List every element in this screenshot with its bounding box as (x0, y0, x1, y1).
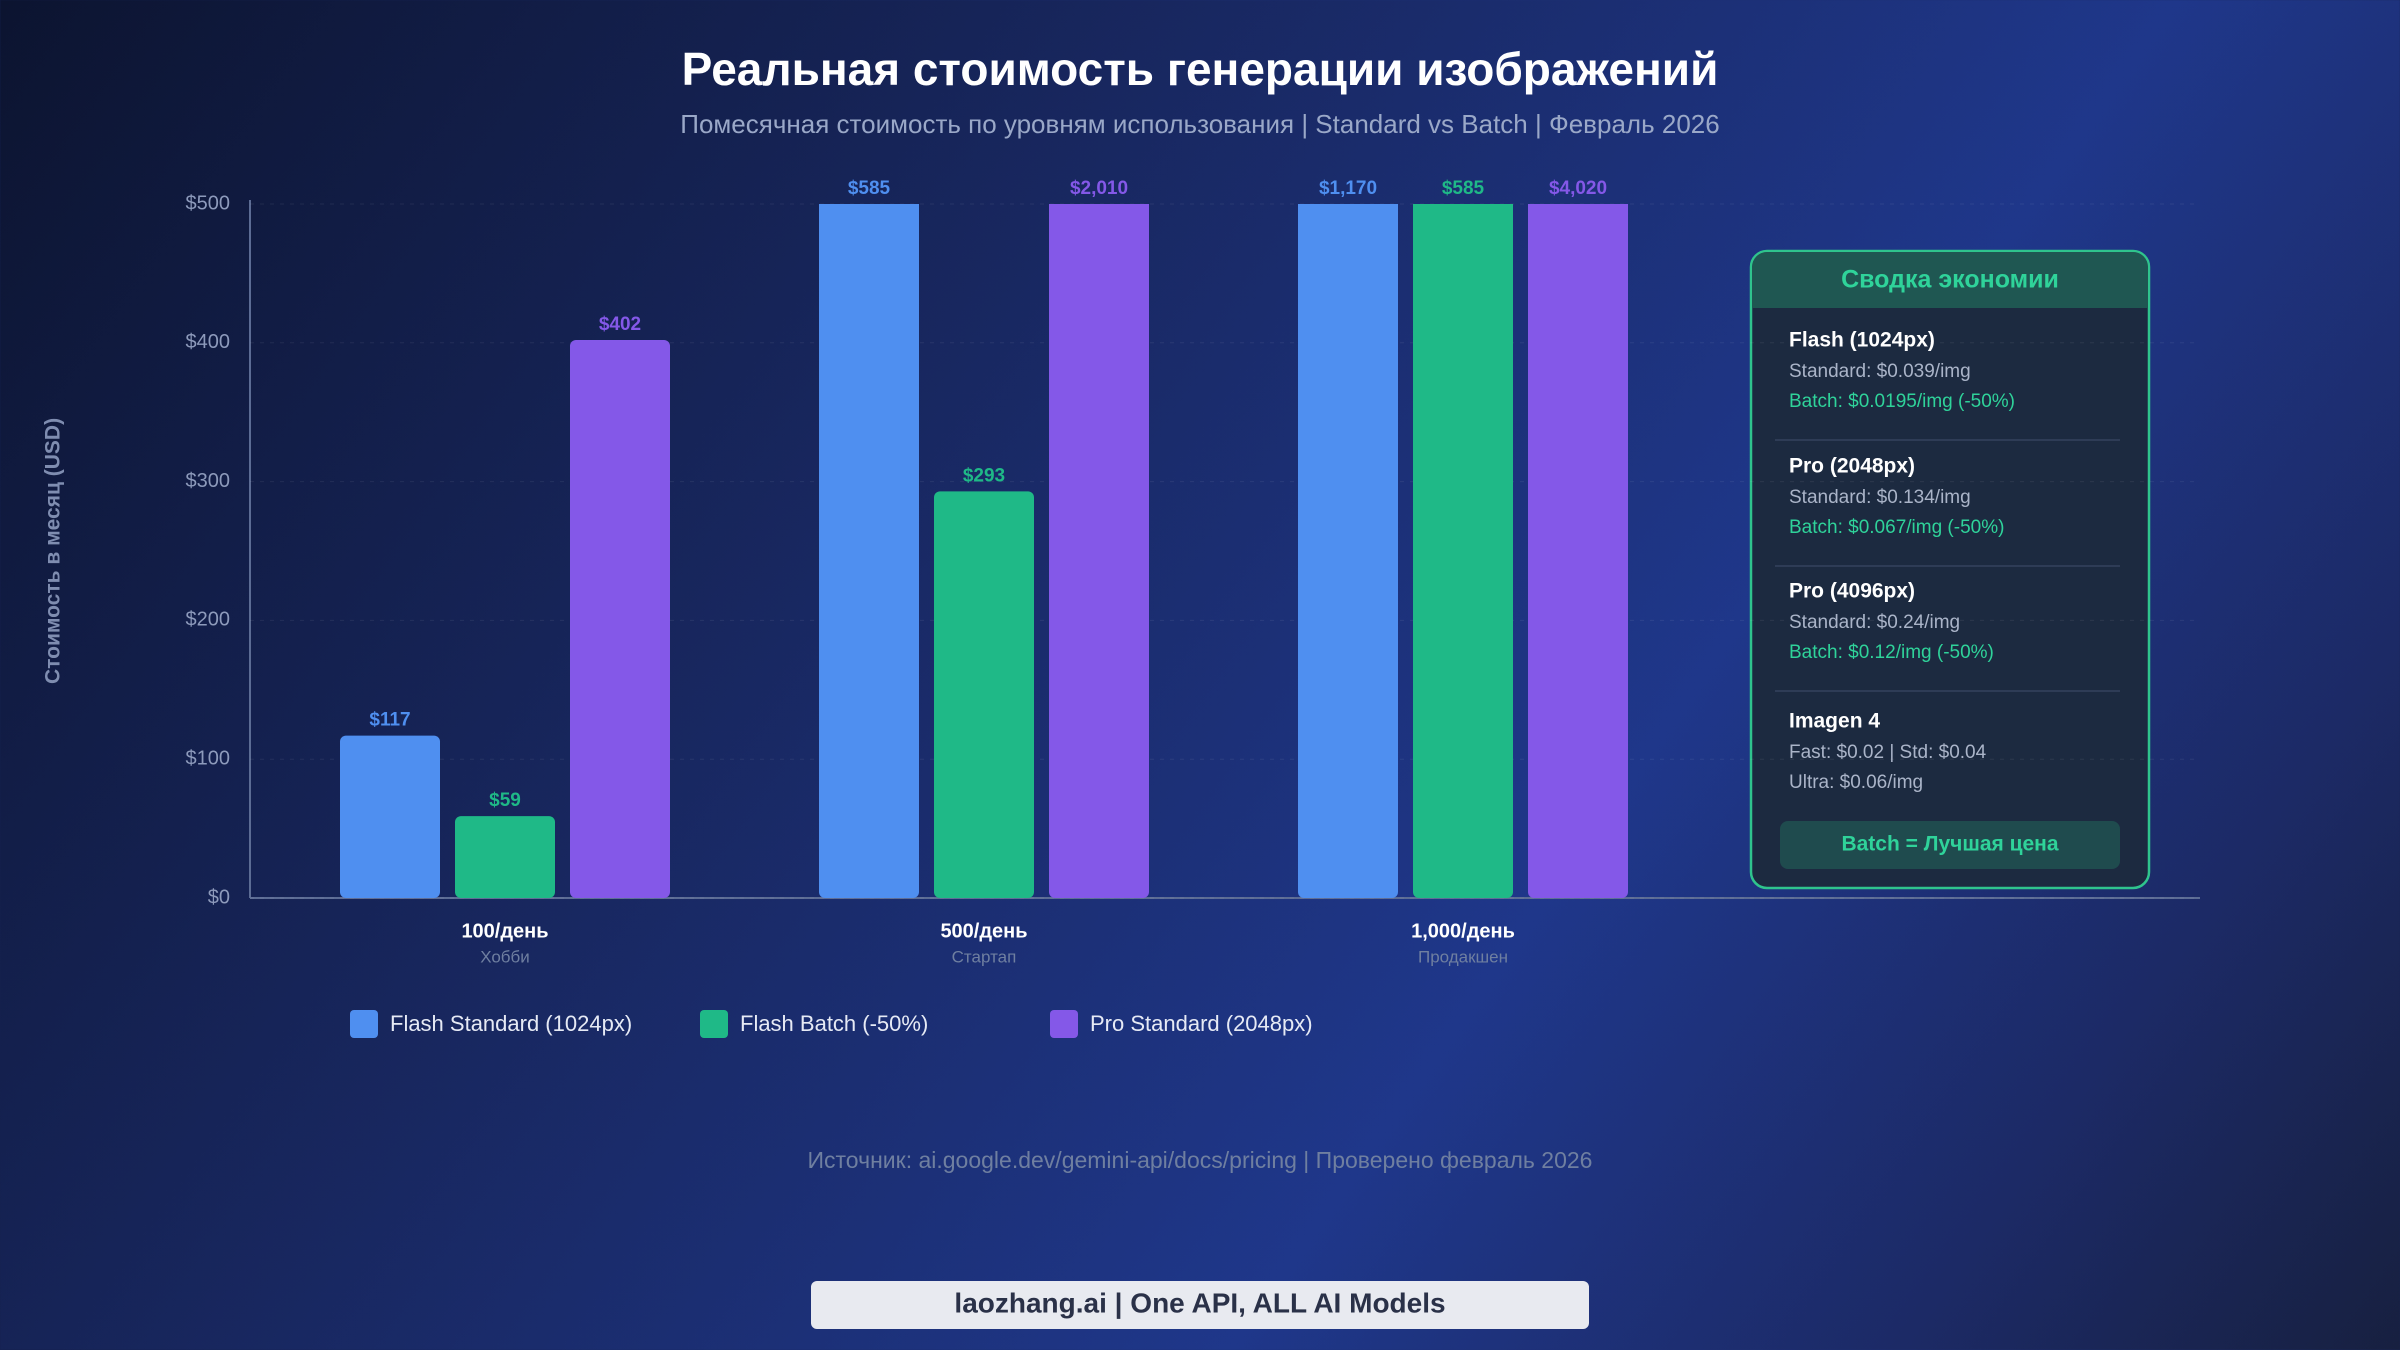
x-tick-note: Продакшен (1418, 947, 1508, 966)
bar (1413, 204, 1513, 898)
bar (340, 735, 440, 898)
x-tick-label: 500/день (940, 920, 1027, 942)
value-label: $1,170 (1319, 178, 1377, 199)
summary-item-name: Pro (2048px) (1789, 455, 1915, 478)
brand-banner (811, 1281, 1589, 1329)
summary-item-line: Batch: $0.067/img (-50%) (1789, 517, 2004, 538)
legend-label: Flash Batch (-50%) (740, 1011, 928, 1036)
value-label: $585 (1442, 178, 1485, 199)
y-tick-label: $200 (186, 609, 231, 631)
summary-box (1749, 249, 2151, 890)
summary-header (1752, 252, 2148, 308)
source-note: Источник: ai.google.dev/gemini-api/docs/… (808, 1147, 1593, 1173)
summary-footer: Batch = Лучшая цена (1841, 833, 2058, 856)
y-tick-label: $300 (186, 470, 231, 492)
value-label: $4,020 (1549, 178, 1607, 199)
summary-footer-box (1780, 821, 2120, 869)
legend-swatch (700, 1010, 728, 1038)
bar (455, 816, 555, 898)
value-label: $585 (848, 178, 891, 199)
legend-label: Flash Standard (1024px) (390, 1011, 632, 1036)
bar (1528, 204, 1628, 898)
y-tick-label: $0 (208, 886, 230, 908)
x-tick-label: 100/день (461, 920, 548, 942)
summary-item-line: Batch: $0.0195/img (-50%) (1789, 391, 2015, 412)
bar (1298, 204, 1398, 898)
value-label: $402 (599, 314, 641, 335)
brand-text: laozhang.ai | One API, ALL AI Models (954, 1287, 1445, 1318)
summary-title: Сводка экономии (1841, 266, 2059, 294)
plot-area (340, 204, 1628, 898)
bar (819, 204, 919, 898)
summary-item-name: Flash (1024px) (1789, 329, 1935, 352)
legend-label: Pro Standard (2048px) (1090, 1011, 1313, 1036)
bar (570, 340, 670, 898)
x-tick-note: Стартап (952, 947, 1017, 966)
value-label: $59 (489, 790, 521, 811)
legend-swatch (350, 1010, 378, 1038)
legend-swatch (1050, 1010, 1078, 1038)
summary-item-line: Standard: $0.134/img (1789, 487, 1971, 508)
summary-item-line: Standard: $0.039/img (1789, 361, 1971, 382)
y-axis-title: Стоимость в месяц (USD) (42, 418, 65, 684)
value-label: $2,010 (1070, 178, 1128, 199)
x-tick-label: 1,000/день (1411, 920, 1515, 942)
chart-title: Реальная стоимость генерации изображений (682, 43, 1719, 95)
summary-item-line: Ultra: $0.06/img (1789, 772, 1923, 793)
summary-item-line: Standard: $0.24/img (1789, 612, 1960, 633)
value-label: $117 (369, 710, 410, 731)
value-label: $293 (963, 465, 1005, 486)
summary-item-name: Imagen 4 (1789, 710, 1880, 733)
summary-item-line: Fast: $0.02 | Std: $0.04 (1789, 742, 1987, 763)
chart-subtitle: Помесячная стоимость по уровням использо… (680, 109, 1719, 139)
y-tick-label: $500 (186, 192, 231, 214)
y-tick-label: $100 (186, 747, 231, 769)
bar (1049, 204, 1149, 898)
summary-item-line: Batch: $0.12/img (-50%) (1789, 642, 1994, 663)
summary-item-name: Pro (4096px) (1789, 580, 1915, 603)
bar (934, 491, 1034, 898)
y-tick-label: $400 (186, 331, 231, 353)
x-tick-note: Хобби (480, 947, 530, 966)
